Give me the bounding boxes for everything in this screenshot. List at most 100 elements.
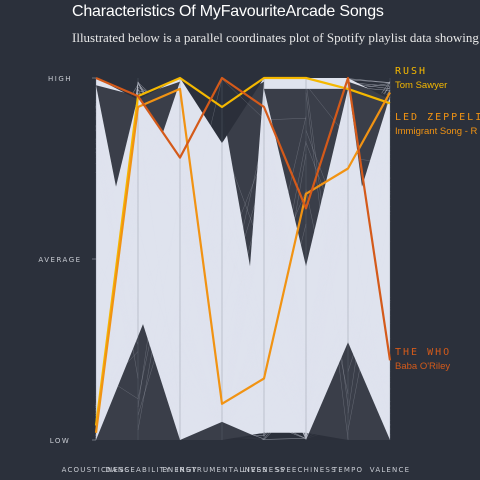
series-artist-label: RUSH [395, 66, 427, 77]
background-song-line [221, 141, 265, 407]
series-line-the-who [95, 76, 392, 361]
background-song-line [263, 116, 307, 297]
background-song-line [95, 78, 391, 432]
background-song-line [305, 84, 349, 139]
background-song-line [95, 125, 391, 431]
background-song-line [137, 274, 181, 416]
background-song-line [95, 126, 391, 426]
background-song-line [137, 123, 181, 409]
background-gap [348, 81, 390, 187]
background-song-line [347, 128, 391, 414]
background-song-line [179, 243, 223, 268]
background-song-line [305, 92, 349, 440]
background-song-line [305, 243, 349, 318]
x-axis-label: TEMPO [332, 466, 363, 474]
background-song-line [263, 153, 307, 397]
background-song-line [179, 175, 223, 232]
background-song-line [221, 174, 265, 312]
background-song-line [305, 181, 349, 383]
background-song-line [95, 81, 391, 436]
background-song-line [263, 140, 307, 361]
background-song-line [137, 221, 181, 402]
x-axis-label: VALENCE [370, 466, 410, 474]
background-song-line [95, 302, 391, 440]
background-song-line [95, 104, 391, 428]
background-song-line [305, 142, 349, 254]
chart-subtitle: Illustrated below is a parallel coordina… [72, 30, 479, 45]
background-song-line [95, 85, 391, 424]
x-axis-label: ENERGY [162, 466, 198, 474]
background-song-line [221, 256, 265, 305]
series-song-label: Baba O'Riley [395, 361, 450, 372]
y-tick-label: AVERAGE [38, 256, 81, 264]
background-song-line [137, 232, 181, 293]
background-gap [96, 85, 138, 187]
background-song-line [95, 129, 391, 425]
background-song-line [347, 157, 391, 164]
axis-labels: HIGH AVERAGE LOW ACOUSTICNESSDANCEABILITYEN… [38, 75, 410, 474]
background-song-line [221, 135, 265, 322]
series-artist-label: THE WHO [395, 347, 451, 358]
background-song-line [137, 113, 181, 408]
background-song-line [95, 137, 391, 432]
background-song-line [95, 216, 139, 385]
background-song-line [95, 184, 139, 285]
background-song-line [263, 191, 307, 290]
x-axis-label: ACOUSTICNESS [62, 466, 131, 474]
background-song-line [95, 107, 391, 436]
background-song-line [179, 145, 223, 385]
background-song-line [221, 351, 265, 402]
background-song-line [179, 242, 223, 407]
background-song-line [221, 254, 265, 291]
background-song-line [137, 118, 181, 410]
background-song-line [137, 227, 181, 378]
series-song-label: Immigrant Song - R [395, 126, 477, 137]
background-song-line [95, 174, 139, 397]
background-song-line [221, 78, 265, 120]
background-song-line [347, 241, 391, 372]
background-song-line [305, 189, 349, 394]
background-song-line [95, 303, 391, 440]
background-song-line [179, 78, 223, 254]
axes [92, 77, 391, 441]
y-tick-label: LOW [50, 437, 71, 445]
background-song-line [221, 235, 265, 339]
background-song-line [95, 161, 139, 214]
background-song-line [221, 155, 265, 264]
series-artist-label: LED ZEPPELI [395, 112, 480, 123]
background-song-line [347, 213, 391, 425]
background-song-line [95, 351, 139, 396]
background-song-line [263, 333, 307, 345]
background-song-line [305, 170, 349, 273]
highlighted-song-lines [94, 76, 392, 433]
background-song-line [263, 266, 307, 382]
background-song-line [137, 249, 181, 358]
background-song-line [347, 210, 391, 431]
background-gap [222, 81, 264, 267]
background-song-line [137, 196, 181, 431]
series-line-led-zeppeli [94, 87, 391, 433]
background-song-line [95, 79, 391, 436]
background-song-line [179, 270, 223, 308]
background-song-line [305, 130, 349, 243]
background-song-line [305, 81, 349, 407]
background-song-line [95, 256, 139, 345]
x-axis-label: DANCEABILITY [105, 466, 170, 474]
background-song-line [221, 209, 265, 307]
y-tick-label: HIGH [48, 75, 72, 83]
background-song-line [95, 179, 139, 304]
background-song-line [263, 276, 307, 320]
x-axis-label: LIVENESS [242, 466, 285, 474]
background-song-line [263, 151, 307, 431]
background-song-line [221, 141, 265, 256]
background-song-line [305, 312, 349, 328]
background-song-line [263, 118, 307, 121]
background-song-line [137, 199, 181, 400]
x-axis-label: INSTRUMENTALNESS [176, 466, 268, 474]
background-song-line [305, 206, 349, 411]
background-song-line [95, 165, 139, 304]
x-axis-label: SPEECHINESS [275, 466, 336, 474]
background-song-line [263, 223, 307, 394]
background-song-lines [95, 77, 391, 441]
